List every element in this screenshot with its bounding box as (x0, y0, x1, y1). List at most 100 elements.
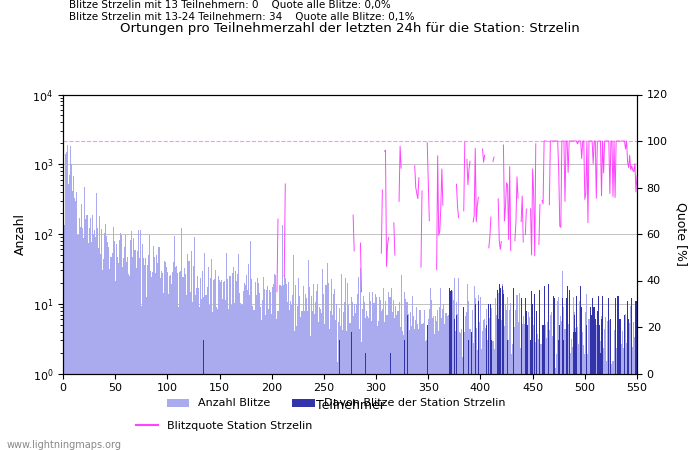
Title: Ortungen pro Teilnehmerzahl der letzten 24h für die Station: Strzelin: Ortungen pro Teilnehmerzahl der letzten … (120, 22, 580, 35)
Bar (593, 345, 594, 450)
Bar (477, 351, 478, 450)
Bar (547, 321, 548, 450)
Bar (606, 361, 608, 450)
Bar (158, 247, 160, 450)
Bar (480, 297, 481, 450)
Bar (304, 294, 306, 450)
Bar (138, 230, 139, 450)
Bar (532, 343, 533, 450)
Bar (79, 218, 81, 450)
Bar (454, 278, 455, 450)
Bar (441, 318, 442, 450)
Text: 33.809 Blitze gesamt    4.639 Strzelin    Mittlere Quote: 14%
Blitze Strzelin mi: 33.809 Blitze gesamt 4.639 Strzelin Mitt… (69, 0, 414, 22)
Legend: Blitzquote Station Strzelin: Blitzquote Station Strzelin (132, 417, 316, 436)
Bar (264, 288, 265, 450)
Bar (234, 271, 236, 450)
Bar (425, 341, 426, 450)
Bar (360, 268, 361, 450)
Bar (77, 235, 78, 450)
Bar (608, 298, 609, 450)
Bar (427, 328, 428, 450)
Bar (145, 258, 146, 450)
Bar (404, 340, 405, 450)
Bar (575, 332, 576, 450)
Bar (119, 240, 120, 450)
Bar (583, 345, 584, 450)
Bar (530, 341, 531, 450)
Bar (76, 192, 77, 450)
Bar (374, 294, 376, 450)
Bar (160, 271, 162, 450)
Bar (198, 288, 200, 450)
Bar (527, 347, 528, 450)
Bar (146, 297, 147, 450)
Bar (394, 318, 395, 450)
Bar (437, 310, 438, 450)
Bar (506, 310, 507, 450)
Bar (353, 316, 354, 450)
Bar (225, 300, 226, 450)
Bar (309, 288, 310, 450)
Bar (609, 320, 610, 450)
Bar (542, 325, 544, 450)
Bar (376, 297, 377, 450)
Bar (111, 253, 113, 450)
Bar (484, 319, 485, 450)
Bar (416, 306, 417, 450)
Bar (351, 302, 353, 450)
Bar (190, 292, 191, 450)
Bar (421, 324, 423, 450)
Bar (323, 294, 324, 450)
Bar (81, 204, 83, 450)
Bar (80, 227, 81, 450)
Bar (531, 333, 532, 450)
Bar (527, 325, 528, 450)
Bar (321, 313, 322, 450)
Bar (379, 300, 381, 450)
Bar (523, 316, 524, 450)
Bar (463, 307, 464, 450)
Bar (197, 276, 198, 450)
Bar (245, 285, 246, 450)
Bar (287, 302, 288, 450)
Bar (358, 277, 359, 450)
Bar (391, 288, 392, 450)
Bar (206, 287, 207, 450)
Bar (562, 298, 564, 450)
Bar (154, 257, 155, 450)
Bar (525, 361, 526, 450)
Bar (107, 242, 108, 450)
Bar (509, 310, 510, 450)
Bar (290, 301, 291, 450)
Bar (365, 319, 366, 450)
Bar (288, 282, 289, 450)
Bar (189, 261, 190, 450)
Bar (393, 300, 394, 450)
Bar (409, 330, 410, 450)
Bar (173, 262, 174, 450)
Bar (505, 304, 506, 450)
Bar (496, 335, 498, 450)
Line: Blitzquote Station Strzelin: Blitzquote Station Strzelin (207, 141, 637, 323)
Bar (204, 252, 206, 450)
Bar (384, 322, 385, 450)
Bar (142, 244, 143, 450)
Bar (291, 305, 292, 450)
Bar (115, 281, 116, 450)
Bar (404, 292, 405, 450)
Bar (426, 341, 427, 450)
Bar (156, 255, 158, 450)
X-axis label: Teilnehmer: Teilnehmer (316, 399, 384, 412)
Bar (417, 324, 419, 450)
Bar (64, 154, 66, 450)
Bar (620, 319, 621, 450)
Bar (482, 331, 483, 450)
Bar (601, 316, 602, 450)
Y-axis label: Quote [%]: Quote [%] (674, 202, 687, 266)
Bar (525, 298, 526, 450)
Bar (463, 328, 464, 450)
Bar (295, 284, 296, 450)
Bar (141, 306, 142, 450)
Bar (109, 270, 111, 450)
Bar (628, 353, 629, 450)
